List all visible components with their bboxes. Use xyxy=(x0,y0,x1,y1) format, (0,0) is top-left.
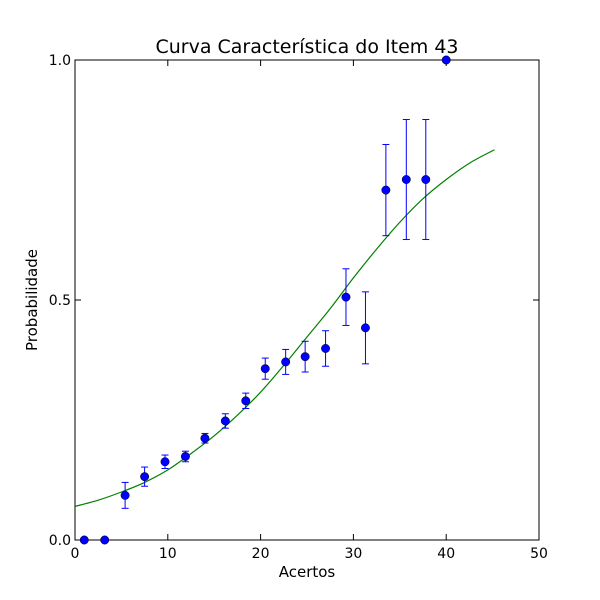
chart-title: Curva Característica do Item 43 xyxy=(155,36,458,58)
x-tick-label: 30 xyxy=(344,546,362,562)
data-point xyxy=(140,472,150,482)
data-point xyxy=(220,416,230,426)
data-point xyxy=(180,452,190,461)
data-point xyxy=(401,175,411,184)
plot-area xyxy=(74,59,540,541)
data-point xyxy=(300,352,310,362)
data-point xyxy=(441,55,451,65)
y-tick-label: 0.5 xyxy=(49,293,71,309)
y-tick-label: 0.0 xyxy=(49,533,71,549)
data-point xyxy=(79,535,89,545)
x-tick-label: 10 xyxy=(159,546,177,562)
data-point xyxy=(341,292,351,302)
x-tick-label: 50 xyxy=(530,546,548,562)
x-tick-label: 0 xyxy=(71,546,80,562)
x-tick-label: 20 xyxy=(252,546,270,562)
data-point xyxy=(160,457,170,467)
x-axis-label: Acertos xyxy=(279,563,336,581)
data-point xyxy=(321,344,331,353)
data-point xyxy=(281,357,291,367)
data-point xyxy=(421,175,431,184)
data-point xyxy=(361,323,370,333)
y-axis-label: Probabilidade xyxy=(23,249,41,351)
y-tick-label: 1.0 xyxy=(49,53,71,69)
data-point xyxy=(120,490,130,500)
data-point xyxy=(260,364,270,374)
data-point xyxy=(381,185,391,195)
data-point xyxy=(241,396,251,406)
data-point xyxy=(100,535,110,545)
x-tick-label: 40 xyxy=(437,546,455,562)
data-point xyxy=(200,433,210,443)
